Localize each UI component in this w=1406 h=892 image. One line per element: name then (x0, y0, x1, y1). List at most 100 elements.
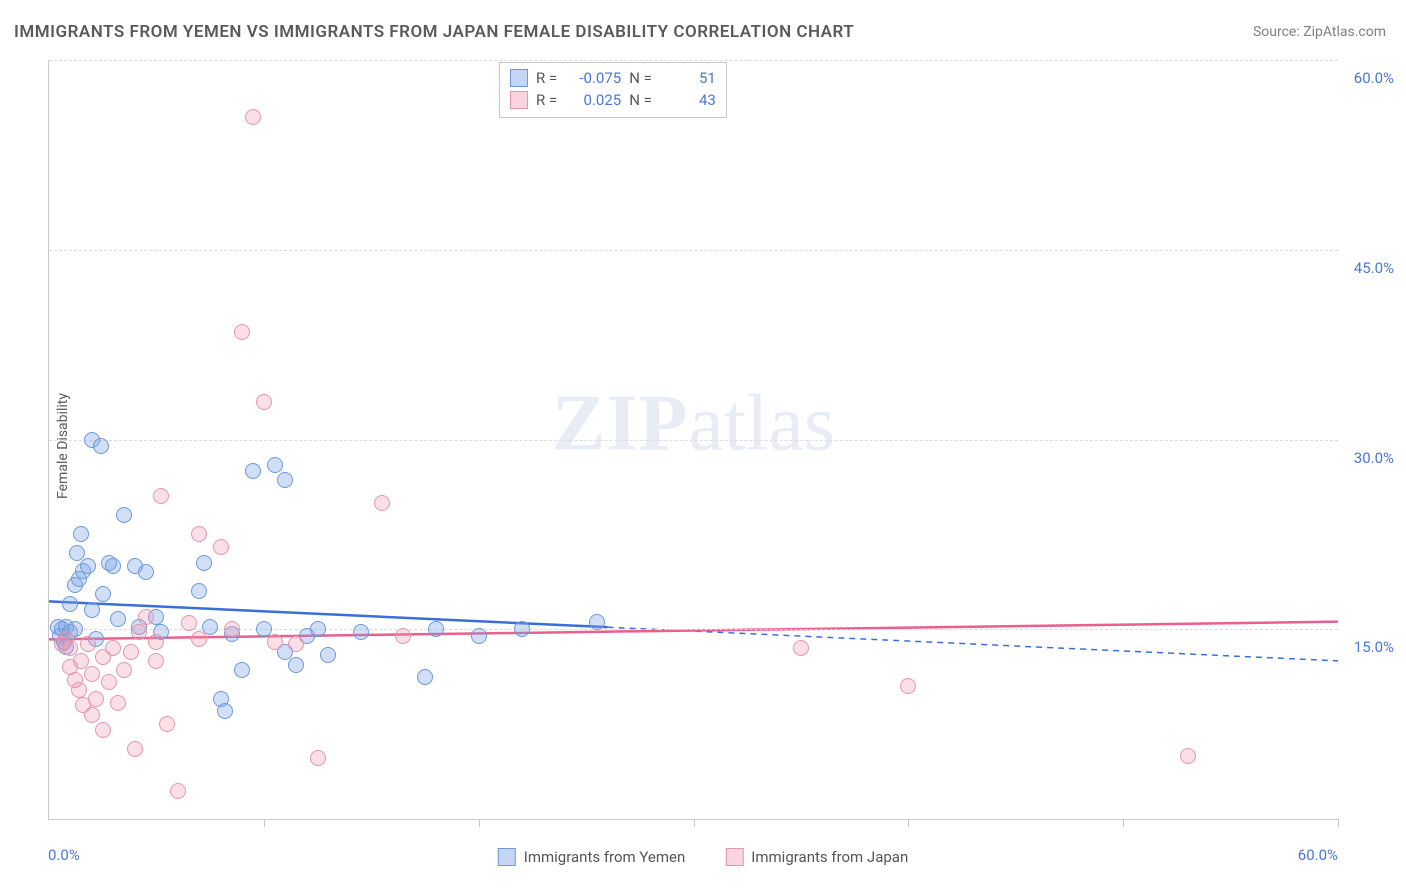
data-point (95, 722, 111, 738)
x-tick (1123, 819, 1124, 827)
r-label: R = (536, 67, 557, 89)
data-point (80, 558, 96, 574)
data-point (395, 628, 411, 644)
data-point (234, 662, 250, 678)
data-point (793, 640, 809, 656)
data-point (84, 602, 100, 618)
n-value-0: 51 (660, 67, 716, 89)
data-point (374, 495, 390, 511)
x-tick (694, 819, 695, 827)
legend-stats-row-0: R = -0.075 N = 51 (510, 67, 716, 89)
source-attribution: Source: ZipAtlas.com (1253, 24, 1386, 40)
data-point (110, 695, 126, 711)
data-point (62, 596, 78, 612)
source-link[interactable]: ZipAtlas.com (1303, 24, 1386, 40)
n-value-1: 43 (660, 89, 716, 111)
legend-stats-row-1: R = 0.025 N = 43 (510, 89, 716, 111)
data-point (417, 669, 433, 685)
data-point (116, 662, 132, 678)
legend-item-1: Immigrants from Japan (725, 848, 908, 866)
gridline (49, 440, 1338, 441)
data-point (900, 678, 916, 694)
series-0-name: Immigrants from Yemen (524, 848, 686, 866)
legend-item-0: Immigrants from Yemen (498, 848, 686, 866)
x-axis-min-label: 0.0% (48, 846, 80, 864)
data-point (428, 621, 444, 637)
swatch-series-0 (498, 848, 516, 866)
y-tick-label: 15.0% (1354, 638, 1394, 656)
chart-title: IMMIGRANTS FROM YEMEN VS IMMIGRANTS FROM… (14, 22, 854, 42)
data-point (93, 438, 109, 454)
data-point (267, 634, 283, 650)
data-point (353, 624, 369, 640)
data-point (138, 564, 154, 580)
data-point (288, 657, 304, 673)
data-point (288, 636, 304, 652)
data-point (191, 526, 207, 542)
data-point (88, 691, 104, 707)
series-1-name: Immigrants from Japan (751, 848, 908, 866)
watermark: ZIPatlas (552, 379, 835, 470)
source-prefix: Source: (1253, 24, 1303, 40)
data-point (105, 558, 121, 574)
gridline (49, 629, 1338, 630)
data-point (148, 634, 164, 650)
r-label: R = (536, 89, 557, 111)
data-point (71, 682, 87, 698)
data-point (267, 457, 283, 473)
y-tick-label: 30.0% (1354, 449, 1394, 467)
data-point (224, 621, 240, 637)
data-point (127, 741, 143, 757)
data-point (123, 644, 139, 660)
x-axis-max-label: 60.0% (1298, 846, 1338, 864)
data-point (80, 636, 96, 652)
data-point (213, 539, 229, 555)
x-tick (479, 819, 480, 827)
data-point (153, 488, 169, 504)
n-label: N = (629, 89, 652, 111)
data-point (191, 631, 207, 647)
data-point (217, 703, 233, 719)
data-point (589, 614, 605, 630)
x-tick (1338, 819, 1339, 827)
y-tick-label: 45.0% (1354, 259, 1394, 277)
data-point (471, 628, 487, 644)
data-point (196, 555, 212, 571)
data-point (148, 653, 164, 669)
data-point (245, 463, 261, 479)
data-point (131, 624, 147, 640)
r-value-1: 0.025 (565, 89, 621, 111)
watermark-atlas: atlas (688, 380, 835, 468)
data-point (159, 716, 175, 732)
data-point (84, 666, 100, 682)
y-tick-label: 60.0% (1354, 69, 1394, 87)
swatch-series-0 (510, 69, 528, 87)
data-point (191, 583, 207, 599)
legend-stats: R = -0.075 N = 51 R = 0.025 N = 43 (499, 62, 727, 118)
n-label: N = (629, 67, 652, 89)
data-point (514, 621, 530, 637)
legend-series: Immigrants from Yemen Immigrants from Ja… (498, 848, 908, 866)
x-tick (264, 819, 265, 827)
r-value-0: -0.075 (565, 67, 621, 89)
data-point (105, 640, 121, 656)
data-point (320, 647, 336, 663)
data-point (181, 615, 197, 631)
data-point (110, 611, 126, 627)
x-tick (908, 819, 909, 827)
data-point (256, 394, 272, 410)
data-point (310, 621, 326, 637)
data-point (84, 707, 100, 723)
data-point (1180, 748, 1196, 764)
gridline (49, 60, 1338, 61)
data-point (234, 324, 250, 340)
swatch-series-1 (510, 91, 528, 109)
data-point (170, 783, 186, 799)
data-point (277, 472, 293, 488)
data-point (138, 609, 154, 625)
data-point (73, 526, 89, 542)
watermark-zip: ZIP (552, 380, 688, 468)
data-point (245, 109, 261, 125)
data-point (95, 586, 111, 602)
data-point (116, 507, 132, 523)
